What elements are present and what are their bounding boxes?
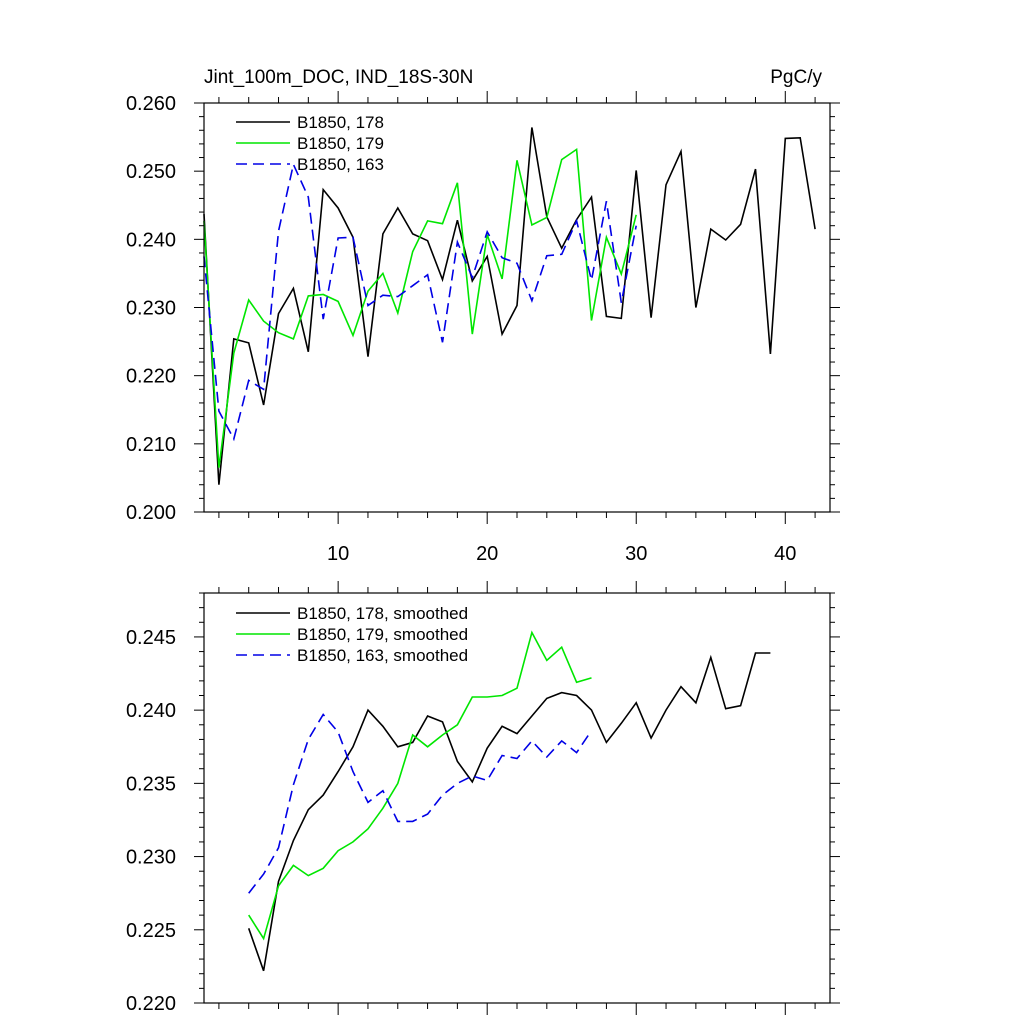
bottom-legend-label-b1850-179-smoothed: B1850, 179, smoothed	[297, 625, 468, 644]
top-x-tick-label: 30	[625, 543, 647, 565]
top-y-tick-label: 0.250	[126, 161, 176, 183]
bottom-legend-label-b1850-163-smoothed: B1850, 163, smoothed	[297, 646, 468, 665]
top-x-tick-label: 20	[476, 543, 498, 565]
bottom-panel: 0.220 0.225 0.230 0.235 0.240 0.245 B1850, 17…	[126, 581, 840, 1015]
bottom-y-tick-label: 0.230	[126, 847, 176, 869]
top-y-tick-label: 0.260	[126, 93, 176, 115]
top-x-tick-label: 10	[327, 543, 349, 565]
top-series-line-b1850-179	[203, 147, 637, 468]
bottom-series-line-b1850-163-smoothed	[248, 713, 593, 894]
bottom-y-tick-label: 0.245	[126, 627, 176, 649]
bottom-panel-series	[247, 630, 771, 972]
bottom-series-line-b1850-179-smoothed	[248, 630, 592, 941]
top-panel-title: Jint_100m_DOC, IND_18S-30N	[204, 67, 473, 88]
bottom-series-line-b1850-178-smoothed	[247, 652, 771, 972]
top-y-tick-label: 0.230	[126, 298, 176, 320]
bottom-y-tick-label: 0.235	[126, 773, 176, 795]
bottom-y-tick-label: 0.225	[126, 920, 176, 942]
bottom-panel-axes: 0.220 0.225 0.230 0.235 0.240 0.245	[126, 581, 840, 1015]
top-legend-label-b1850-178: B1850, 178	[297, 113, 384, 132]
top-panel-series	[203, 127, 816, 485]
top-legend-label-b1850-179: B1850, 179	[297, 134, 384, 153]
top-legend-label-b1850-163: B1850, 163	[297, 155, 384, 174]
top-y-tick-label: 0.220	[126, 366, 176, 388]
top-panel-legend: B1850, 178 B1850, 179 B1850, 163	[236, 113, 384, 174]
top-series-line-b1850-178	[203, 127, 816, 485]
top-panel: Jint_100m_DOC, IND_18S-30N PgC/y 0.2000.…	[126, 67, 840, 565]
bottom-legend-label-b1850-178-smoothed: B1850, 178, smoothed	[297, 604, 468, 623]
bottom-y-tick-label: 0.220	[126, 993, 176, 1015]
bottom-y-tick-label: 0.240	[126, 700, 176, 722]
top-panel-axes: 0.200 0.210 0.220 0.230 0.240 0.250 0.260 10 20 3…	[126, 91, 840, 565]
top-y-tick-label: 0.200	[126, 502, 176, 524]
top-y-tick-label: 0.240	[126, 229, 176, 251]
top-y-tick-label: 0.210	[126, 434, 176, 456]
bottom-panel-legend: B1850, 178, smoothed B1850, 179, smoothed…	[236, 604, 468, 665]
top-x-tick-label: 40	[774, 543, 796, 565]
top-series-line-b1850-163	[203, 161, 637, 442]
top-panel-units: PgC/y	[770, 67, 822, 88]
